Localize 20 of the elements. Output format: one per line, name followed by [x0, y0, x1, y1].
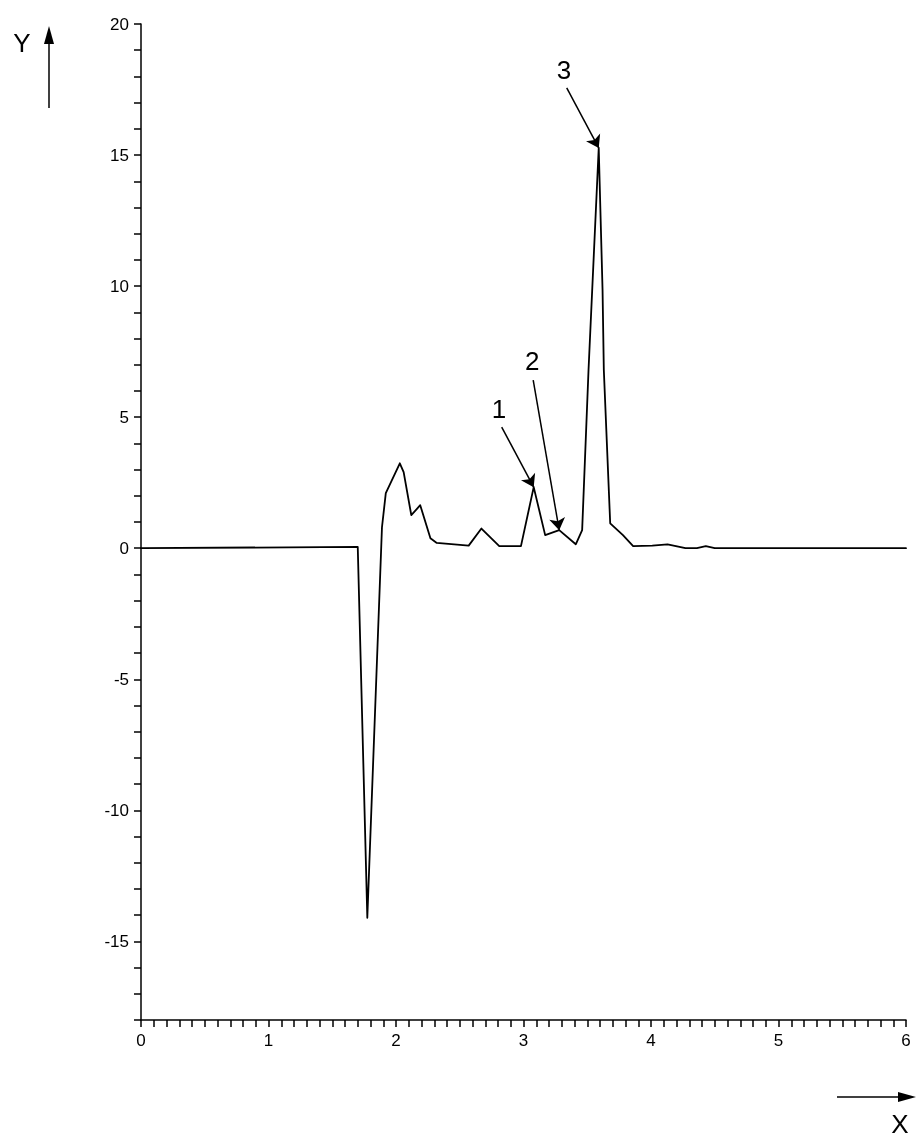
y-tick-label: -5	[113, 669, 129, 689]
y-tick-label: -10	[104, 800, 129, 820]
y-tick-label: 20	[110, 14, 129, 34]
x-tick-label: 0	[136, 1031, 146, 1050]
y-tick-label: 0	[119, 538, 129, 558]
y-tick-label: 10	[110, 276, 129, 296]
x-axis-title: X	[891, 1109, 909, 1137]
y-tick-label: 5	[119, 407, 129, 427]
x-tick-label: 2	[391, 1031, 401, 1050]
annotation: 3	[556, 54, 572, 85]
y-tick-label: -15	[104, 931, 129, 951]
x-tick-label: 6	[901, 1031, 911, 1050]
x-tick-label: 1	[263, 1031, 274, 1050]
y-axis-title: Y	[13, 28, 31, 58]
x-tick-label: 4	[646, 1031, 656, 1050]
annotation: 2	[524, 346, 540, 377]
x-tick-label: 5	[773, 1031, 784, 1050]
annotation: 1	[491, 393, 507, 424]
y-tick-label: 15	[110, 145, 129, 165]
x-tick-label: 3	[518, 1031, 529, 1050]
